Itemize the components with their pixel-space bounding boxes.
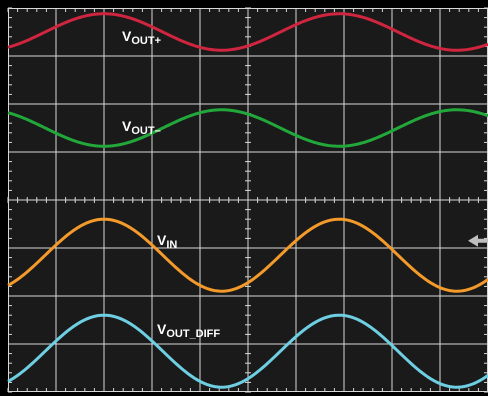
trace-1: [7, 108, 488, 148]
trigger-arrow: [468, 234, 488, 247]
graticule-grid: [7, 7, 488, 393]
trigger-level-arrow: [468, 234, 488, 247]
trace-3: [7, 313, 488, 389]
trace-0: [7, 12, 488, 52]
trace-labels: VOUT+ VOUT– VIN VOUT_DIFF: [122, 28, 220, 340]
label-vout-minus: VOUT–: [122, 118, 161, 137]
trace-2: [7, 217, 488, 293]
label-vout-plus: VOUT+: [122, 28, 161, 47]
label-vout-diff: VOUT_DIFF: [157, 321, 220, 340]
label-vin: VIN: [157, 232, 177, 251]
waveform-traces: [7, 12, 488, 389]
